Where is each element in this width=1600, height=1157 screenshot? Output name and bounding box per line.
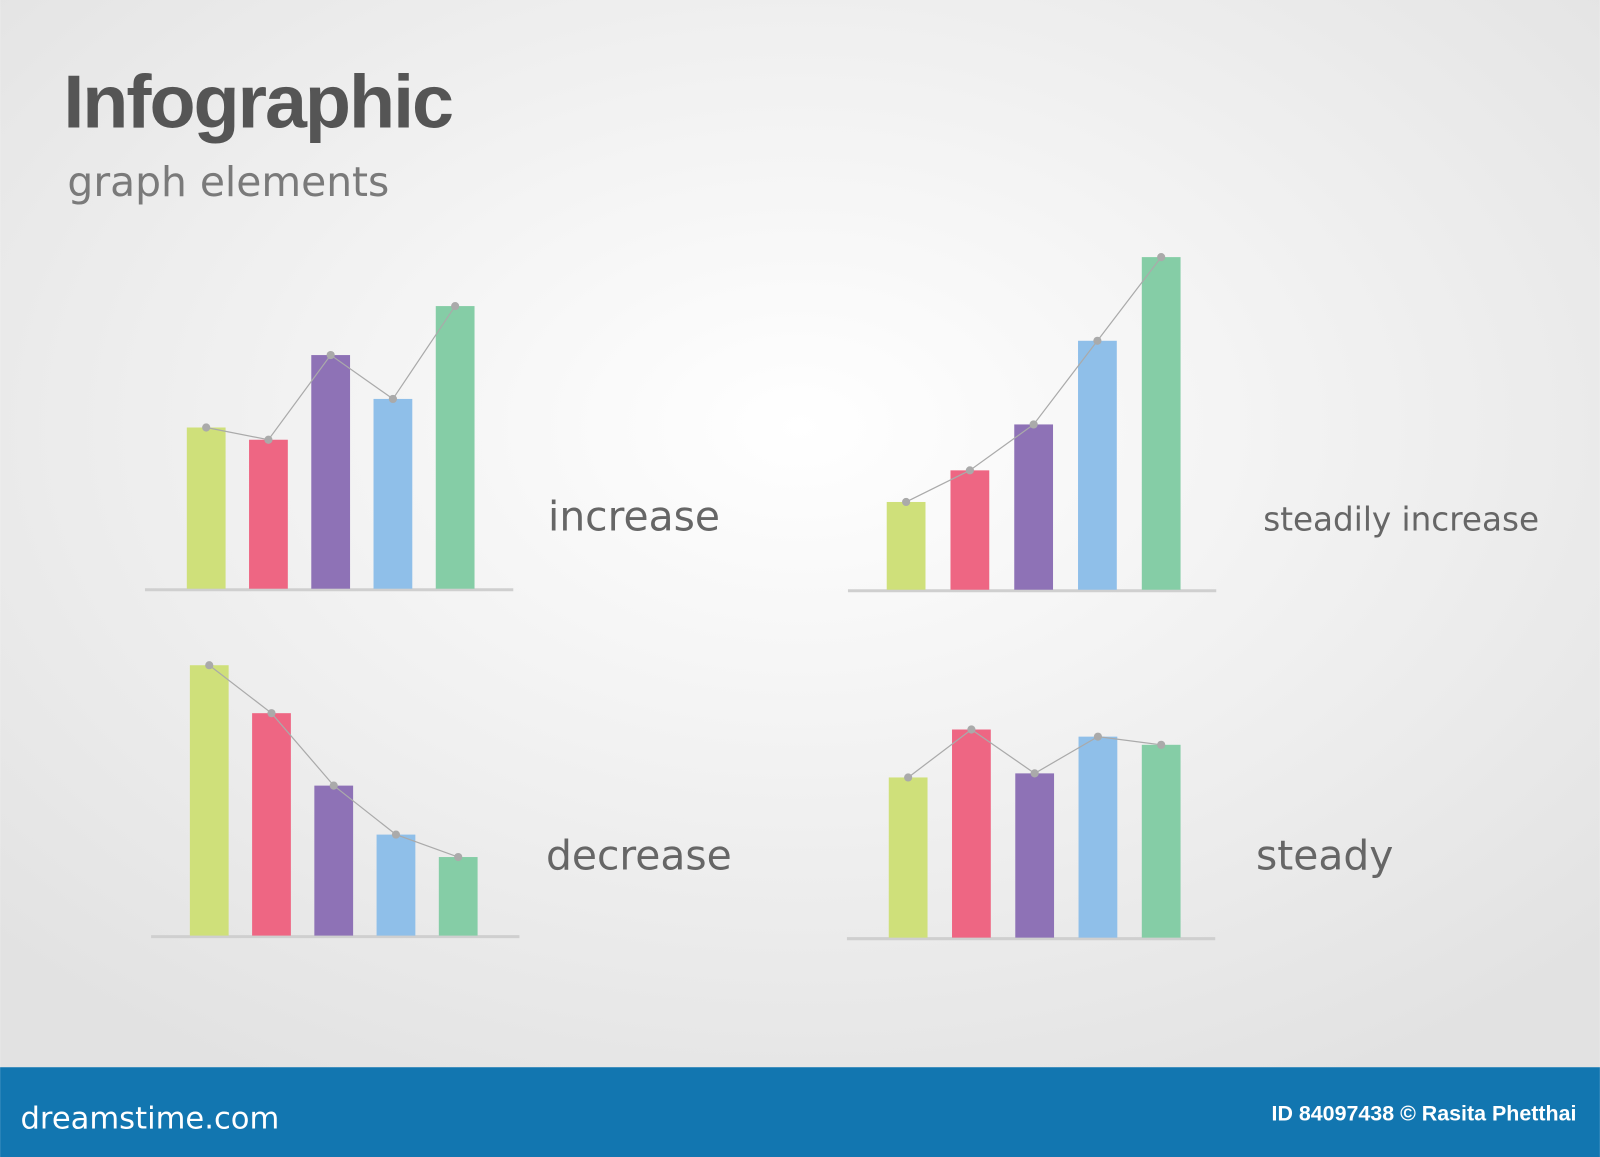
bar: [1141, 744, 1181, 938]
bar: [189, 665, 229, 936]
footer-bar: [0, 1067, 1600, 1157]
bar: [886, 501, 926, 590]
chart-label: steadily increase: [1263, 501, 1539, 539]
bar: [314, 785, 354, 936]
footer-credit: ID 84097438 © Rasita Phetthai: [1272, 1101, 1577, 1125]
bar: [186, 427, 226, 589]
bar: [1014, 424, 1054, 590]
trend-dot: [1157, 253, 1166, 262]
trend-dot: [326, 350, 335, 360]
trend-dot: [902, 497, 911, 507]
trend-dot: [451, 302, 460, 311]
trend-dot: [1157, 740, 1166, 749]
footer-site: dreamstime.com: [21, 1101, 280, 1136]
trend-dot: [1029, 420, 1038, 429]
trend-dot: [1093, 732, 1103, 741]
bar: [376, 834, 416, 936]
bar: [438, 857, 478, 936]
chart-label: steady: [1256, 831, 1393, 879]
chart-label: decrease: [546, 831, 732, 879]
trend-dot: [1030, 769, 1039, 778]
trend-dot: [329, 781, 338, 790]
trend-dot: [391, 830, 401, 839]
trend-dot: [1093, 336, 1102, 345]
chart-label: increase: [548, 493, 720, 541]
bar: [1078, 340, 1117, 590]
bar: [950, 470, 990, 590]
trend-dot: [267, 709, 276, 718]
trend-dot: [965, 466, 974, 475]
bar: [311, 355, 351, 589]
trend-dot: [202, 423, 211, 432]
trend-dot: [904, 773, 913, 782]
bar: [373, 398, 413, 589]
bar: [1078, 736, 1118, 938]
trend-dot: [388, 394, 397, 404]
bar: [435, 306, 475, 589]
trend-dot: [454, 852, 463, 862]
subtitle: graph elements: [67, 158, 389, 206]
trend-dot: [264, 435, 273, 444]
bar: [888, 777, 928, 938]
title: Infographic: [63, 60, 452, 144]
trend-dot: [967, 725, 976, 734]
trend-dot: [205, 661, 214, 670]
bar: [1015, 773, 1055, 938]
charts: increase steadily increase decrease steady: [144, 253, 1539, 941]
bar: [1141, 257, 1181, 590]
bar: [249, 439, 288, 589]
bar: [952, 729, 991, 938]
bar: [252, 713, 291, 936]
